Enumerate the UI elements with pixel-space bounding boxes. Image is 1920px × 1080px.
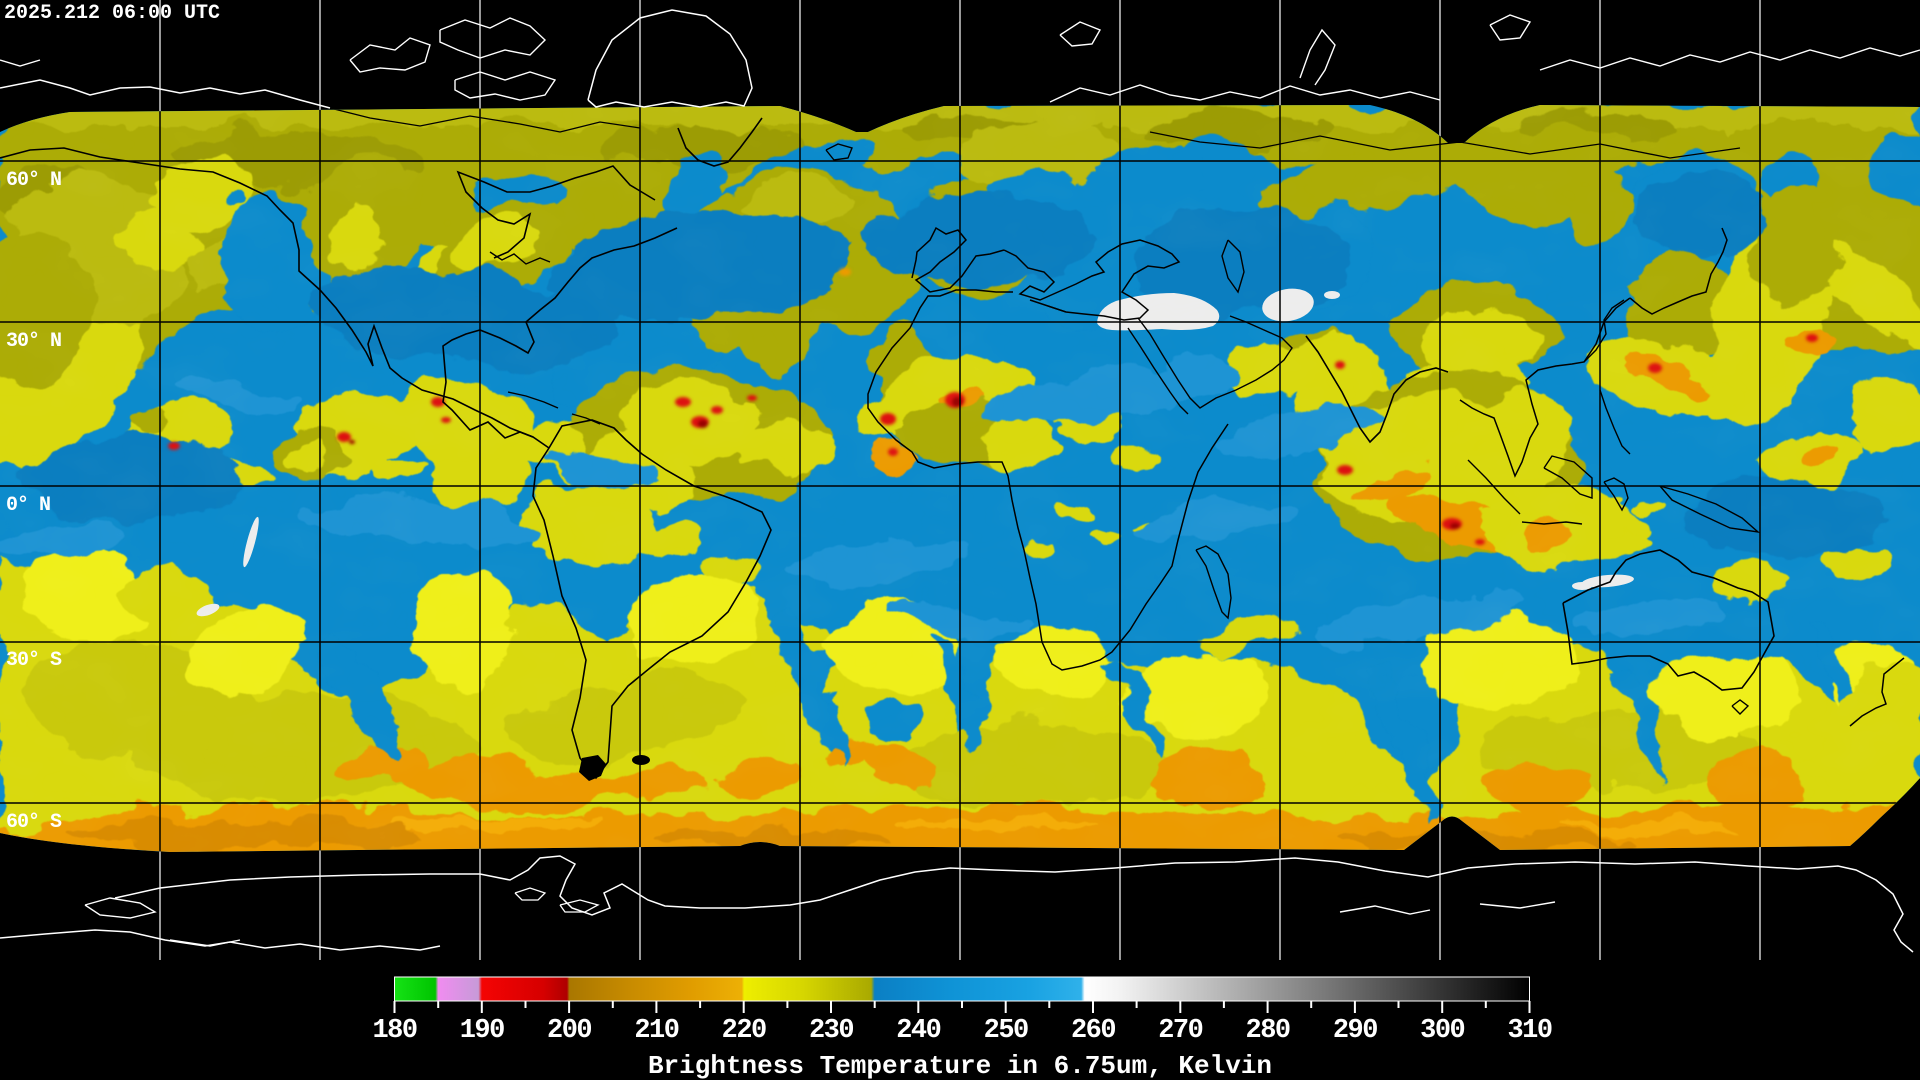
- svg-text:200: 200: [547, 1016, 591, 1046]
- svg-text:190: 190: [460, 1016, 504, 1046]
- svg-text:310: 310: [1507, 1016, 1551, 1046]
- svg-text:300: 300: [1420, 1016, 1464, 1046]
- svg-text:60° N: 60° N: [6, 169, 61, 192]
- svg-text:30° N: 30° N: [6, 330, 61, 353]
- svg-text:30° S: 30° S: [6, 649, 62, 672]
- svg-text:260: 260: [1071, 1016, 1115, 1046]
- svg-text:270: 270: [1158, 1016, 1202, 1046]
- svg-text:250: 250: [984, 1016, 1028, 1046]
- svg-text:Brightness Temperature in 6.75: Brightness Temperature in 6.75um, Kelvin: [648, 1051, 1272, 1080]
- svg-text:240: 240: [896, 1016, 940, 1046]
- svg-text:280: 280: [1246, 1016, 1290, 1046]
- svg-text:290: 290: [1333, 1016, 1377, 1046]
- svg-text:0° N: 0° N: [6, 494, 50, 517]
- svg-text:2025.212 06:00 UTC: 2025.212 06:00 UTC: [4, 2, 220, 25]
- svg-text:210: 210: [634, 1016, 678, 1046]
- svg-text:220: 220: [722, 1016, 766, 1046]
- svg-text:180: 180: [372, 1016, 416, 1046]
- svg-text:60° S: 60° S: [6, 811, 62, 834]
- svg-text:230: 230: [809, 1016, 853, 1046]
